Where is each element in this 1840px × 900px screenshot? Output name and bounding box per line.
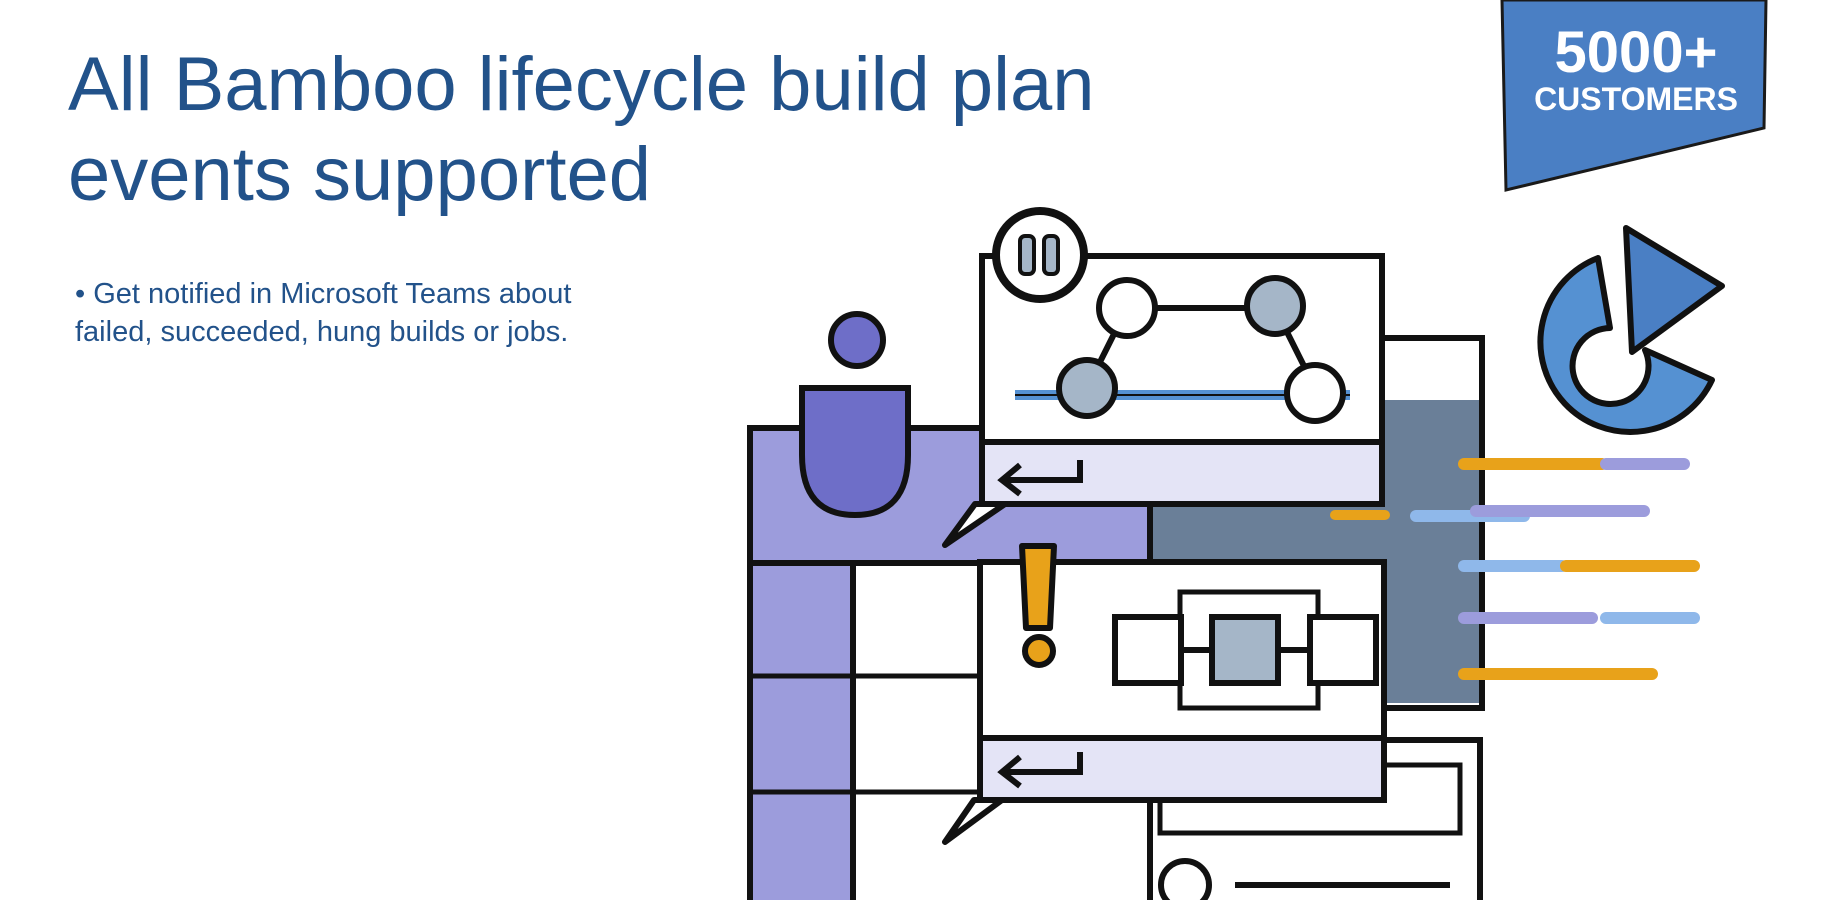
message-card-top	[942, 253, 1385, 548]
pause-icon	[992, 207, 1088, 303]
pie-chart-icon	[1537, 255, 1715, 435]
reply-arrow-icon	[997, 752, 1083, 789]
exclamation-icon	[1019, 543, 1057, 668]
illustration	[747, 207, 1725, 900]
customers-badge: 5000+ CUSTOMERS	[1500, 0, 1768, 192]
reply-arrow-icon	[997, 460, 1083, 497]
avatar-icon	[1158, 858, 1212, 900]
feature-bullet: • Get notified in Microsoft Teams about …	[75, 278, 572, 348]
message-card-bottom	[942, 559, 1387, 845]
page-title: All Bamboo lifecycle build plan events s…	[68, 42, 1095, 217]
badge-count: 5000+	[1555, 20, 1718, 85]
person-icon	[799, 311, 911, 519]
badge-label: CUSTOMERS	[1534, 81, 1738, 117]
play-triangle-icon	[1623, 225, 1725, 355]
